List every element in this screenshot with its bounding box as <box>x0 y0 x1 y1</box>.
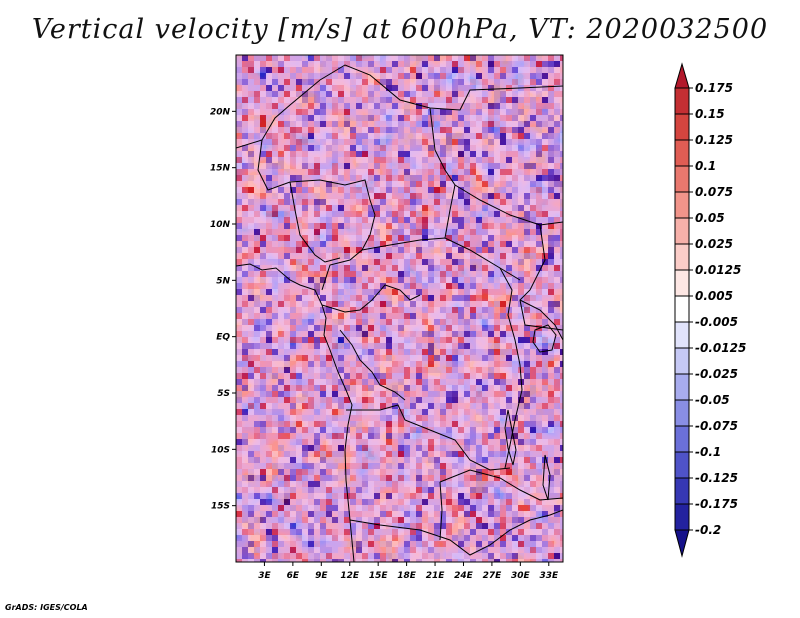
colorbar-box <box>674 139 690 167</box>
colorbar-label: -0.025 <box>695 367 738 381</box>
field-noise-overlay <box>236 55 563 562</box>
colorbar-label: 0.15 <box>695 107 725 121</box>
colorbar-label: -0.1 <box>695 445 721 459</box>
border-drc-south <box>346 404 511 471</box>
border-ethiopia <box>519 224 563 331</box>
colorbar-box <box>674 451 690 479</box>
x-tick-label: 3E <box>258 571 271 581</box>
colorbar-label: -0.2 <box>695 523 721 537</box>
border-drc-east <box>499 267 523 469</box>
colorbar-label: -0.005 <box>695 315 738 329</box>
x-tick-label: 33E <box>539 571 559 581</box>
colorbar-box <box>674 243 690 271</box>
x-tick-label: 15E <box>369 571 389 581</box>
colorbar-box <box>674 113 690 141</box>
chart-title: Vertical velocity [m/s] at 600hPa, VT: 2… <box>31 14 769 45</box>
colorbar-box <box>674 87 690 115</box>
grads-credit: GrADS: IGES/COLA <box>5 603 88 612</box>
colorbar-box <box>674 217 690 245</box>
border-zambia <box>439 469 563 501</box>
border-sudan-south-sudan <box>454 184 563 226</box>
colorbar-label: 0.025 <box>695 237 733 251</box>
y-tick-label: EQ <box>216 333 230 343</box>
y-tick-label: 15S <box>211 502 230 512</box>
border-west-africa <box>257 139 376 216</box>
border-angola-east <box>439 481 443 541</box>
lake-tanganyika <box>504 409 517 466</box>
border-nigeria-niger <box>289 181 341 263</box>
colorbar-box <box>674 321 690 349</box>
x-tick-label: 12E <box>340 571 360 581</box>
colorbar-box <box>674 191 690 219</box>
lake-malawi <box>542 454 551 501</box>
y-tick-label: 10S <box>211 445 230 455</box>
lake-victoria <box>532 324 557 353</box>
colorbar-label: 0.075 <box>695 185 733 199</box>
colorbar-box <box>674 269 690 297</box>
border-north-sahara <box>236 64 563 149</box>
coastline <box>236 263 355 562</box>
border-congo-river <box>321 284 421 313</box>
colorbar-box <box>674 477 690 505</box>
x-axis: 3E 6E 9E 12E 15E 18E 21E 24E 27E 30E 33E <box>258 562 559 581</box>
colorbar-label: 0.125 <box>695 133 733 147</box>
colorbar-label: -0.0125 <box>695 341 746 355</box>
colorbar-box <box>674 425 690 453</box>
colorbar-label: -0.125 <box>695 471 738 485</box>
colorbar-box <box>674 373 690 401</box>
colorbar-label: -0.175 <box>695 497 738 511</box>
colorbar-label: 0.175 <box>695 81 733 95</box>
map-frame <box>235 54 564 563</box>
colorbar-label: 0.0125 <box>695 263 741 277</box>
y-tick-label: 15N <box>210 164 231 174</box>
colorbar: 0.175 0.15 0.125 0.1 0.075 0.05 0.025 0.0125 0.0… <box>674 62 746 558</box>
x-tick-label: 18E <box>397 571 417 581</box>
border-sudan-chad <box>429 107 456 239</box>
border-chad-cameroon <box>321 214 376 291</box>
border-drc-west <box>339 329 406 401</box>
x-tick-label: 27E <box>483 571 503 581</box>
colorbar-box <box>674 503 690 531</box>
x-tick-label: 30E <box>511 571 531 581</box>
colorbar-bottom-triangle <box>674 529 690 558</box>
colorbar-label: 0.1 <box>695 159 716 173</box>
colorbar-label: -0.05 <box>695 393 730 407</box>
colorbar-box <box>674 165 690 193</box>
y-tick-label: 20N <box>210 107 231 117</box>
x-tick-label: 24E <box>454 571 474 581</box>
colorbar-label: 0.05 <box>695 211 725 225</box>
colorbar-box <box>674 347 690 375</box>
colorbar-label: 0.005 <box>695 289 733 303</box>
border-east-africa <box>519 299 563 341</box>
map-area <box>235 54 564 563</box>
colorbar-top-triangle <box>674 62 690 89</box>
y-axis: 20N 15N 10N 5N EQ 5S 10S 15S <box>210 107 236 512</box>
y-tick-label: 10N <box>210 220 231 230</box>
x-tick-label: 21E <box>426 571 446 581</box>
colorbar-box <box>674 295 690 323</box>
x-tick-label: 6E <box>287 571 300 581</box>
border-southern-africa <box>349 509 563 556</box>
colorbar-label: -0.075 <box>695 419 738 433</box>
y-tick-label: 5N <box>216 276 230 286</box>
country-borders <box>236 64 563 562</box>
x-tick-label: 9E <box>315 571 328 581</box>
y-tick-label: 5S <box>217 389 230 399</box>
colorbar-box <box>674 399 690 427</box>
